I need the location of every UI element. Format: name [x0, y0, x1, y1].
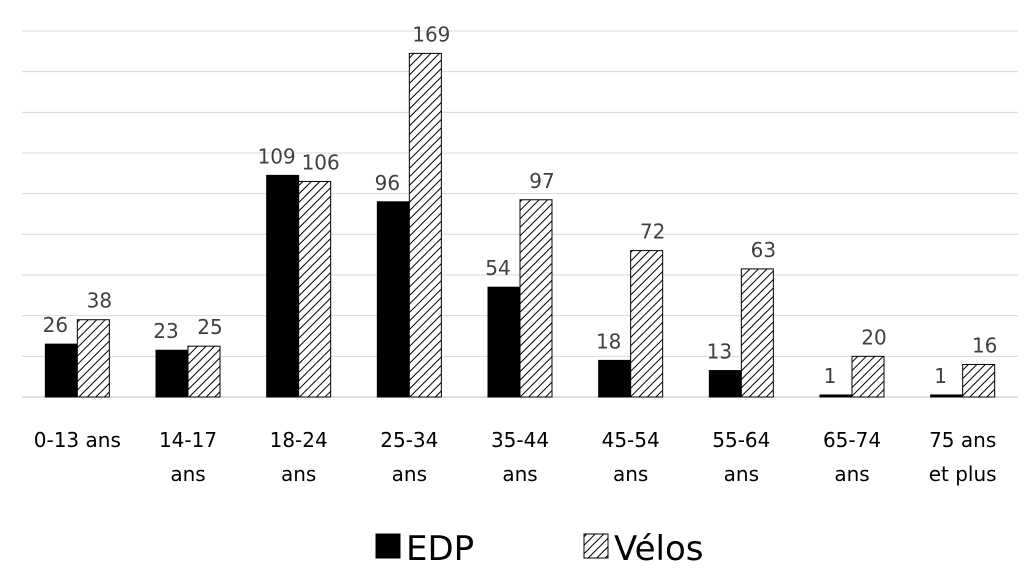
bar-edp: [487, 286, 521, 398]
category-label: 25-34 ans: [380, 428, 438, 486]
bar-v-los: [519, 199, 553, 398]
category-label: 18-24 ans: [270, 428, 328, 486]
category-labels: 0-13 ans 14-17 ans 18-24 ans 25-34 ans 35-44 ans…: [34, 428, 997, 486]
bar-edp: [155, 349, 189, 398]
bars: [44, 52, 996, 398]
bar-v-los: [851, 355, 885, 398]
data-label: 106: [302, 150, 340, 174]
data-label: 97: [529, 169, 554, 193]
data-label: 16: [972, 333, 997, 357]
legend: EDP Vélos: [375, 529, 704, 569]
bar-edp: [598, 359, 632, 398]
category-label: 0-13 ans: [34, 428, 121, 452]
legend-swatch: [583, 533, 609, 559]
bar-edp: [930, 394, 964, 398]
legend-label: EDP: [406, 529, 474, 569]
category-label: 55-64 ans: [712, 428, 770, 486]
legend-label: Vélos: [614, 529, 704, 569]
data-label: 1: [934, 364, 947, 388]
legend-swatch: [375, 533, 401, 559]
category-label: 45-54 ans: [602, 428, 660, 486]
bar-edp: [266, 174, 300, 398]
data-labels: 26 38 23 25 109 106 96 169 54 97 18 72 13 63 1 20 1 16: [43, 22, 998, 388]
category-label: 75 ans et plus: [929, 428, 997, 486]
category-label: 35-44 ans: [491, 428, 549, 486]
data-label: 13: [707, 340, 732, 364]
bar-edp: [44, 343, 78, 398]
data-label: 18: [596, 329, 621, 353]
bar-edp: [819, 394, 853, 398]
category-label: 14-17 ans: [159, 428, 217, 486]
bar-v-los: [298, 180, 332, 398]
bar-edp: [708, 370, 742, 398]
category-label: 65-74 ans: [823, 428, 881, 486]
data-label: 20: [861, 325, 886, 349]
data-label: 72: [640, 220, 665, 244]
data-label: 169: [412, 22, 450, 46]
bar-v-los: [408, 52, 442, 398]
data-label: 26: [43, 313, 68, 337]
data-label: 109: [258, 144, 296, 168]
data-label: 96: [375, 171, 400, 195]
data-label: 38: [87, 289, 112, 313]
bar-v-los: [740, 268, 774, 398]
data-label: 25: [197, 315, 222, 339]
bar-v-los: [630, 250, 664, 398]
bar-v-los: [962, 363, 996, 398]
bar-edp: [376, 201, 410, 398]
data-label: 63: [751, 238, 776, 262]
data-label: 23: [153, 319, 178, 343]
bar-v-los: [187, 345, 221, 398]
bar-v-los: [76, 319, 110, 398]
data-label: 1: [824, 364, 837, 388]
data-label: 54: [485, 256, 510, 280]
